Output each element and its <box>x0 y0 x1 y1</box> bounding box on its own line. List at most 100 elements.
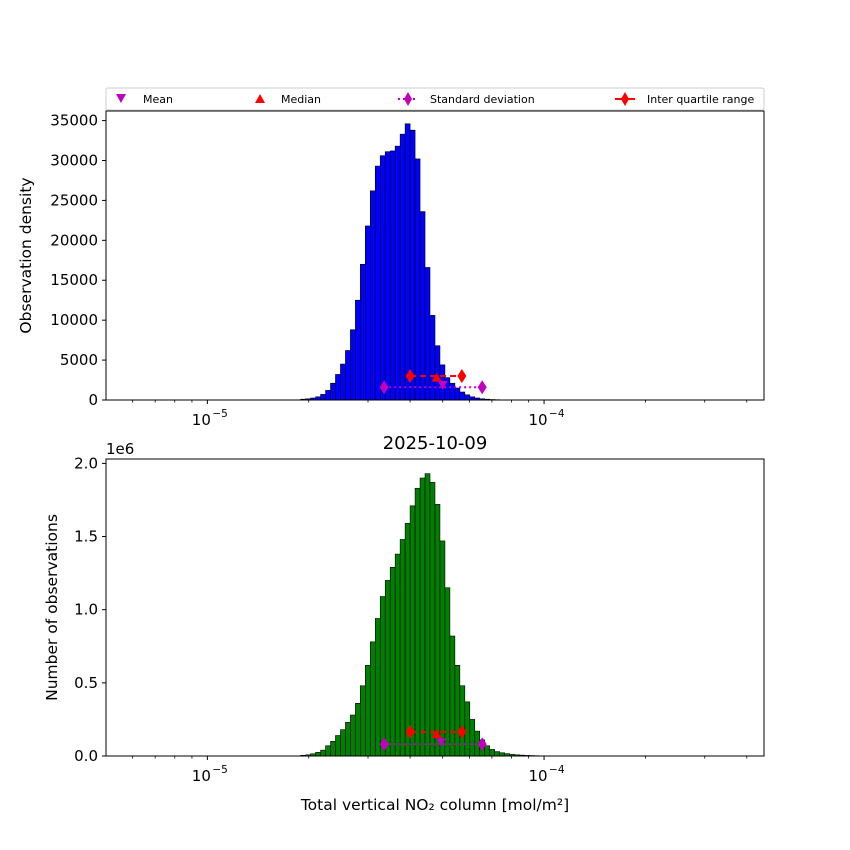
histogram-bar <box>424 267 431 401</box>
histogram-bar <box>365 225 371 401</box>
histogram-bar <box>325 390 331 401</box>
median-marker <box>431 729 442 739</box>
histogram-bar <box>335 735 341 757</box>
legend: Mean Median Standard deviation Inter qua… <box>105 87 765 111</box>
histogram-bar <box>340 729 346 757</box>
y-tick-label: 1.5 <box>74 528 98 546</box>
mean-marker-icon <box>116 94 126 103</box>
legend-frame <box>105 87 765 111</box>
histogram-bar <box>419 211 426 401</box>
top-axes-frame <box>105 110 765 401</box>
x-tick-label: 10 <box>192 767 211 785</box>
y-tick-label: 15000 <box>50 271 98 289</box>
top-bars <box>300 123 520 401</box>
histogram-bar <box>330 741 336 757</box>
histogram-bar <box>469 719 476 757</box>
top-y-axis: 0 5000 10000 15000 20000 25000 30000 35000 <box>50 112 106 409</box>
histogram-bar <box>394 145 401 401</box>
iqr-high-marker <box>457 369 467 384</box>
y-tick-label: 0 <box>88 391 98 409</box>
y-tick-label: 1.0 <box>74 601 98 619</box>
bottom-panel: 0.00.51.01.52.0 10 −5 10 −4 1e6 2025-10-09 … <box>43 433 765 814</box>
x-tick-label: 10 <box>529 767 548 785</box>
bottom-y-axis: 0.0 0.5 1.0 1.5 2.0 <box>74 454 106 765</box>
x-tick-label: 10 <box>529 411 548 429</box>
histogram-bar <box>370 190 376 401</box>
legend-label-iqr: Inter quartile range <box>647 93 754 106</box>
histogram-bar <box>345 350 351 401</box>
median-marker <box>431 372 442 382</box>
histogram-bar <box>379 596 386 757</box>
bottom-x-axis-label: Total vertical NO₂ column [mol/m²] <box>300 796 569 814</box>
top-stats <box>379 369 487 395</box>
x-tick-exponent: −4 <box>549 764 565 776</box>
histogram-bar <box>414 487 421 757</box>
histogram-bar <box>320 749 326 757</box>
histogram-bar <box>330 382 336 401</box>
histogram-bar <box>350 714 356 757</box>
histogram-bar <box>399 539 406 757</box>
histogram-bar <box>394 553 401 757</box>
histogram-bar <box>454 387 461 401</box>
histogram-bar <box>434 345 441 401</box>
histogram-bar <box>449 635 456 757</box>
histogram-bar <box>444 587 451 757</box>
histogram-bar <box>454 664 461 757</box>
histogram-bar <box>489 749 495 757</box>
histogram-bar <box>389 566 396 757</box>
histogram-bar <box>424 473 431 757</box>
histogram-bar <box>315 752 321 757</box>
bottom-offset-text: 1e6 <box>106 440 134 458</box>
y-tick-label: 0.5 <box>74 674 98 692</box>
legend-label-mean: Mean <box>143 93 173 106</box>
legend-item-median: Median <box>255 93 321 106</box>
std-low-marker <box>379 380 389 395</box>
histogram-bar <box>370 641 376 757</box>
x-tick-exponent: −5 <box>212 764 227 776</box>
iqr-low-marker <box>405 724 415 739</box>
histogram-bar <box>449 382 456 401</box>
y-tick-label: 10000 <box>50 311 98 329</box>
y-tick-label: 35000 <box>50 112 98 130</box>
histogram-bar <box>464 701 471 757</box>
histogram-bar <box>320 394 326 401</box>
histogram-bar <box>355 703 361 757</box>
histogram-bar <box>345 722 351 757</box>
bottom-bars <box>300 473 550 757</box>
std-low-marker <box>379 737 389 752</box>
median-marker-icon <box>255 94 265 103</box>
histogram-bar <box>414 158 421 401</box>
histogram-bar <box>429 482 436 757</box>
std-high-marker <box>477 380 487 395</box>
histogram-bar <box>360 263 366 401</box>
x-tick-exponent: −5 <box>212 408 227 420</box>
histogram-bar <box>360 685 366 757</box>
iqr-diamond-icon <box>621 92 629 106</box>
histogram-bar <box>439 540 446 757</box>
top-x-axis: 10 −5 10 −4 <box>132 400 748 429</box>
histogram-bar <box>404 123 411 401</box>
legend-item-std: Standard deviation <box>398 92 535 106</box>
histogram-bar <box>384 151 391 401</box>
histogram-bar <box>365 664 371 757</box>
legend-item-mean: Mean <box>116 93 173 106</box>
histogram-bar <box>464 394 471 401</box>
x-tick-exponent: −4 <box>549 408 565 420</box>
bottom-axes-frame <box>105 458 765 757</box>
histogram-bar <box>494 751 500 757</box>
bottom-x-axis: 10 −5 10 −4 <box>132 756 748 785</box>
histogram-bar <box>409 505 416 757</box>
legend-item-iqr: Inter quartile range <box>615 92 754 106</box>
top-y-axis-label: Observation density <box>17 177 35 333</box>
bottom-stats <box>379 724 487 752</box>
x-tick-label: 10 <box>192 411 211 429</box>
y-tick-label: 30000 <box>50 151 98 169</box>
histogram-bar <box>459 685 466 757</box>
bottom-chart-title: 2025-10-09 <box>383 433 488 454</box>
histogram-bar <box>484 745 490 757</box>
histogram-bar <box>419 477 426 757</box>
histogram-bar <box>399 133 406 401</box>
std-high-marker <box>477 737 487 752</box>
legend-label-std: Standard deviation <box>430 93 535 106</box>
y-tick-label: 20000 <box>50 231 98 249</box>
